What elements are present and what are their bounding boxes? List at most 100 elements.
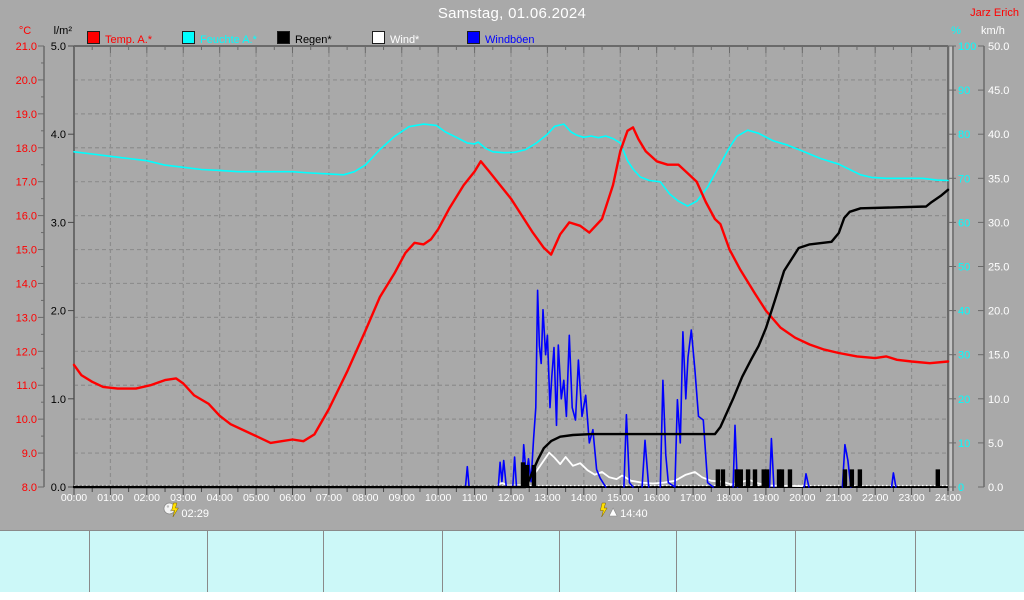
temp-axis-label: 12.0: [16, 346, 37, 358]
wind-gust-line: [623, 413, 634, 488]
wind-axis-label: 20.0: [988, 306, 1009, 318]
humidity-axis-label: 60: [958, 217, 970, 229]
rain-axis-label: 1.0: [51, 394, 66, 406]
wind-gust-line: [659, 329, 714, 488]
wind-axis-label: 10.0: [988, 394, 1009, 406]
legend-swatch: [372, 31, 385, 44]
temp-axis-label: 21.0: [16, 41, 37, 53]
legend-swatch: [87, 31, 100, 44]
x-axis-label: 09:00: [389, 492, 415, 504]
wind-axis-label: 50.0: [988, 41, 1009, 53]
legend-item: Temp. A.*: [87, 30, 152, 46]
rain-interval-bar: [734, 469, 739, 487]
humidity-axis-label: 80: [958, 129, 970, 141]
table-column-divider: [323, 530, 324, 592]
x-axis-label: 04:00: [207, 492, 233, 504]
humidity-axis-label: 20: [958, 394, 970, 406]
legend-swatch: [277, 31, 290, 44]
rain-interval-bar: [520, 462, 526, 487]
x-axis-label: 22:00: [862, 492, 888, 504]
table-column-divider: [442, 530, 443, 592]
marker-time-label: 02:29: [181, 508, 209, 520]
wind-gust-line: [511, 456, 518, 488]
humidity-axis-label: 100: [958, 41, 976, 53]
wind-axis-label: 25.0: [988, 262, 1009, 274]
legend-swatch: [182, 31, 195, 44]
temp-axis-label: 13.0: [16, 312, 37, 324]
humidity-line: [73, 123, 949, 207]
table-column-divider: [676, 530, 677, 592]
station-owner-label: Jarz Erich: [970, 7, 1019, 19]
weather-chart: 21.0 20.0 19.0 18.0 17.0 16.0 15.0 14.0 13.0 12.0…: [16, 41, 1010, 520]
table-column-divider: [795, 530, 796, 592]
temp-axis-label: 8.0: [22, 482, 37, 494]
x-axis-label: 07:00: [316, 492, 342, 504]
legend-label: Wind*: [390, 34, 420, 46]
wind-gust-line: [732, 424, 739, 488]
axis-unit-rain: l/m²: [53, 25, 72, 37]
x-axis-label: 20:00: [789, 492, 815, 504]
wind-axis-label: 5.0: [988, 438, 1003, 450]
x-axis-label: 11:00: [462, 492, 488, 504]
rain-interval-bar: [531, 464, 537, 487]
wind-gust-line: [464, 465, 470, 488]
rain-interval-bar: [720, 469, 726, 487]
humidity-axis-label: 70: [958, 173, 970, 185]
temp-axis-label: 14.0: [16, 278, 37, 290]
legend-label: Windböen: [485, 34, 535, 46]
x-axis-label: 00:00: [61, 492, 87, 504]
wind-axis-label: 15.0: [988, 350, 1009, 362]
rain-axis-label: 2.0: [51, 306, 66, 318]
temp-axis-label: 16.0: [16, 211, 37, 223]
legend-item: Windböen: [467, 30, 535, 46]
moonset-triangle-icon: [608, 507, 618, 517]
rain-interval-bar: [745, 469, 751, 487]
temperature-line: [72, 126, 950, 445]
table-column-divider: [915, 530, 916, 592]
wind-axis-label: 30.0: [988, 217, 1009, 229]
summary-table: SensorMinWertMaxWertDurchschnittTemp. A.…: [0, 530, 1024, 593]
rain-axis-label: 3.0: [51, 217, 66, 229]
wind-gust-line: [768, 437, 775, 488]
x-axis-label: 13:00: [534, 492, 560, 504]
wind-axis-label: 35.0: [988, 173, 1009, 185]
x-axis-label: 21:00: [826, 492, 852, 504]
legend-item: Regen*: [277, 30, 332, 46]
x-axis-label: 18:00: [716, 492, 742, 504]
chart-legend: Temp. A.* Feuchte A.* Regen* Wind* Windböen: [0, 30, 1024, 46]
temp-axis-label: 10.0: [16, 414, 37, 426]
legend-label: Regen*: [295, 34, 332, 46]
temp-axis-label: 19.0: [16, 109, 37, 121]
axis-unit-temp: °C: [18, 25, 32, 37]
rain-interval-bar: [842, 469, 848, 487]
legend-label: Feuchte A.*: [200, 34, 257, 46]
wind-gust-line: [890, 472, 897, 488]
rain-interval-bar: [776, 469, 782, 487]
temp-axis-label: 15.0: [16, 245, 37, 257]
temp-axis-label: 18.0: [16, 143, 37, 155]
x-axis-label: 05:00: [243, 492, 269, 504]
rain-interval-bar: [761, 469, 766, 487]
legend-item: Wind*: [372, 30, 420, 46]
table-column-divider: [207, 530, 208, 592]
temp-axis-label: 11.0: [16, 380, 37, 392]
wind-axis-label: 0.0: [988, 482, 1003, 494]
moon-crater: [166, 505, 170, 508]
humidity-axis-label: 10: [958, 438, 970, 450]
table-column-divider: [89, 530, 90, 592]
rain-axis-label: 5.0: [51, 41, 66, 53]
page-title: Samstag, 01.06.2024: [437, 5, 587, 22]
bolt-up-icon: [171, 502, 179, 518]
x-axis-label: 12:00: [498, 492, 524, 504]
x-axis-label: 01:00: [97, 492, 123, 504]
moon-crater: [169, 509, 172, 512]
x-axis-label: 24:00: [935, 492, 961, 504]
rain-interval-bar: [935, 469, 941, 487]
humidity-axis-label: 40: [958, 306, 970, 318]
rain-interval-bar: [738, 469, 743, 487]
bolt-down-icon: [600, 502, 608, 518]
rain-total-line: [72, 188, 950, 489]
humidity-axis-label: 0: [958, 482, 964, 494]
table-column-divider: [559, 530, 560, 592]
